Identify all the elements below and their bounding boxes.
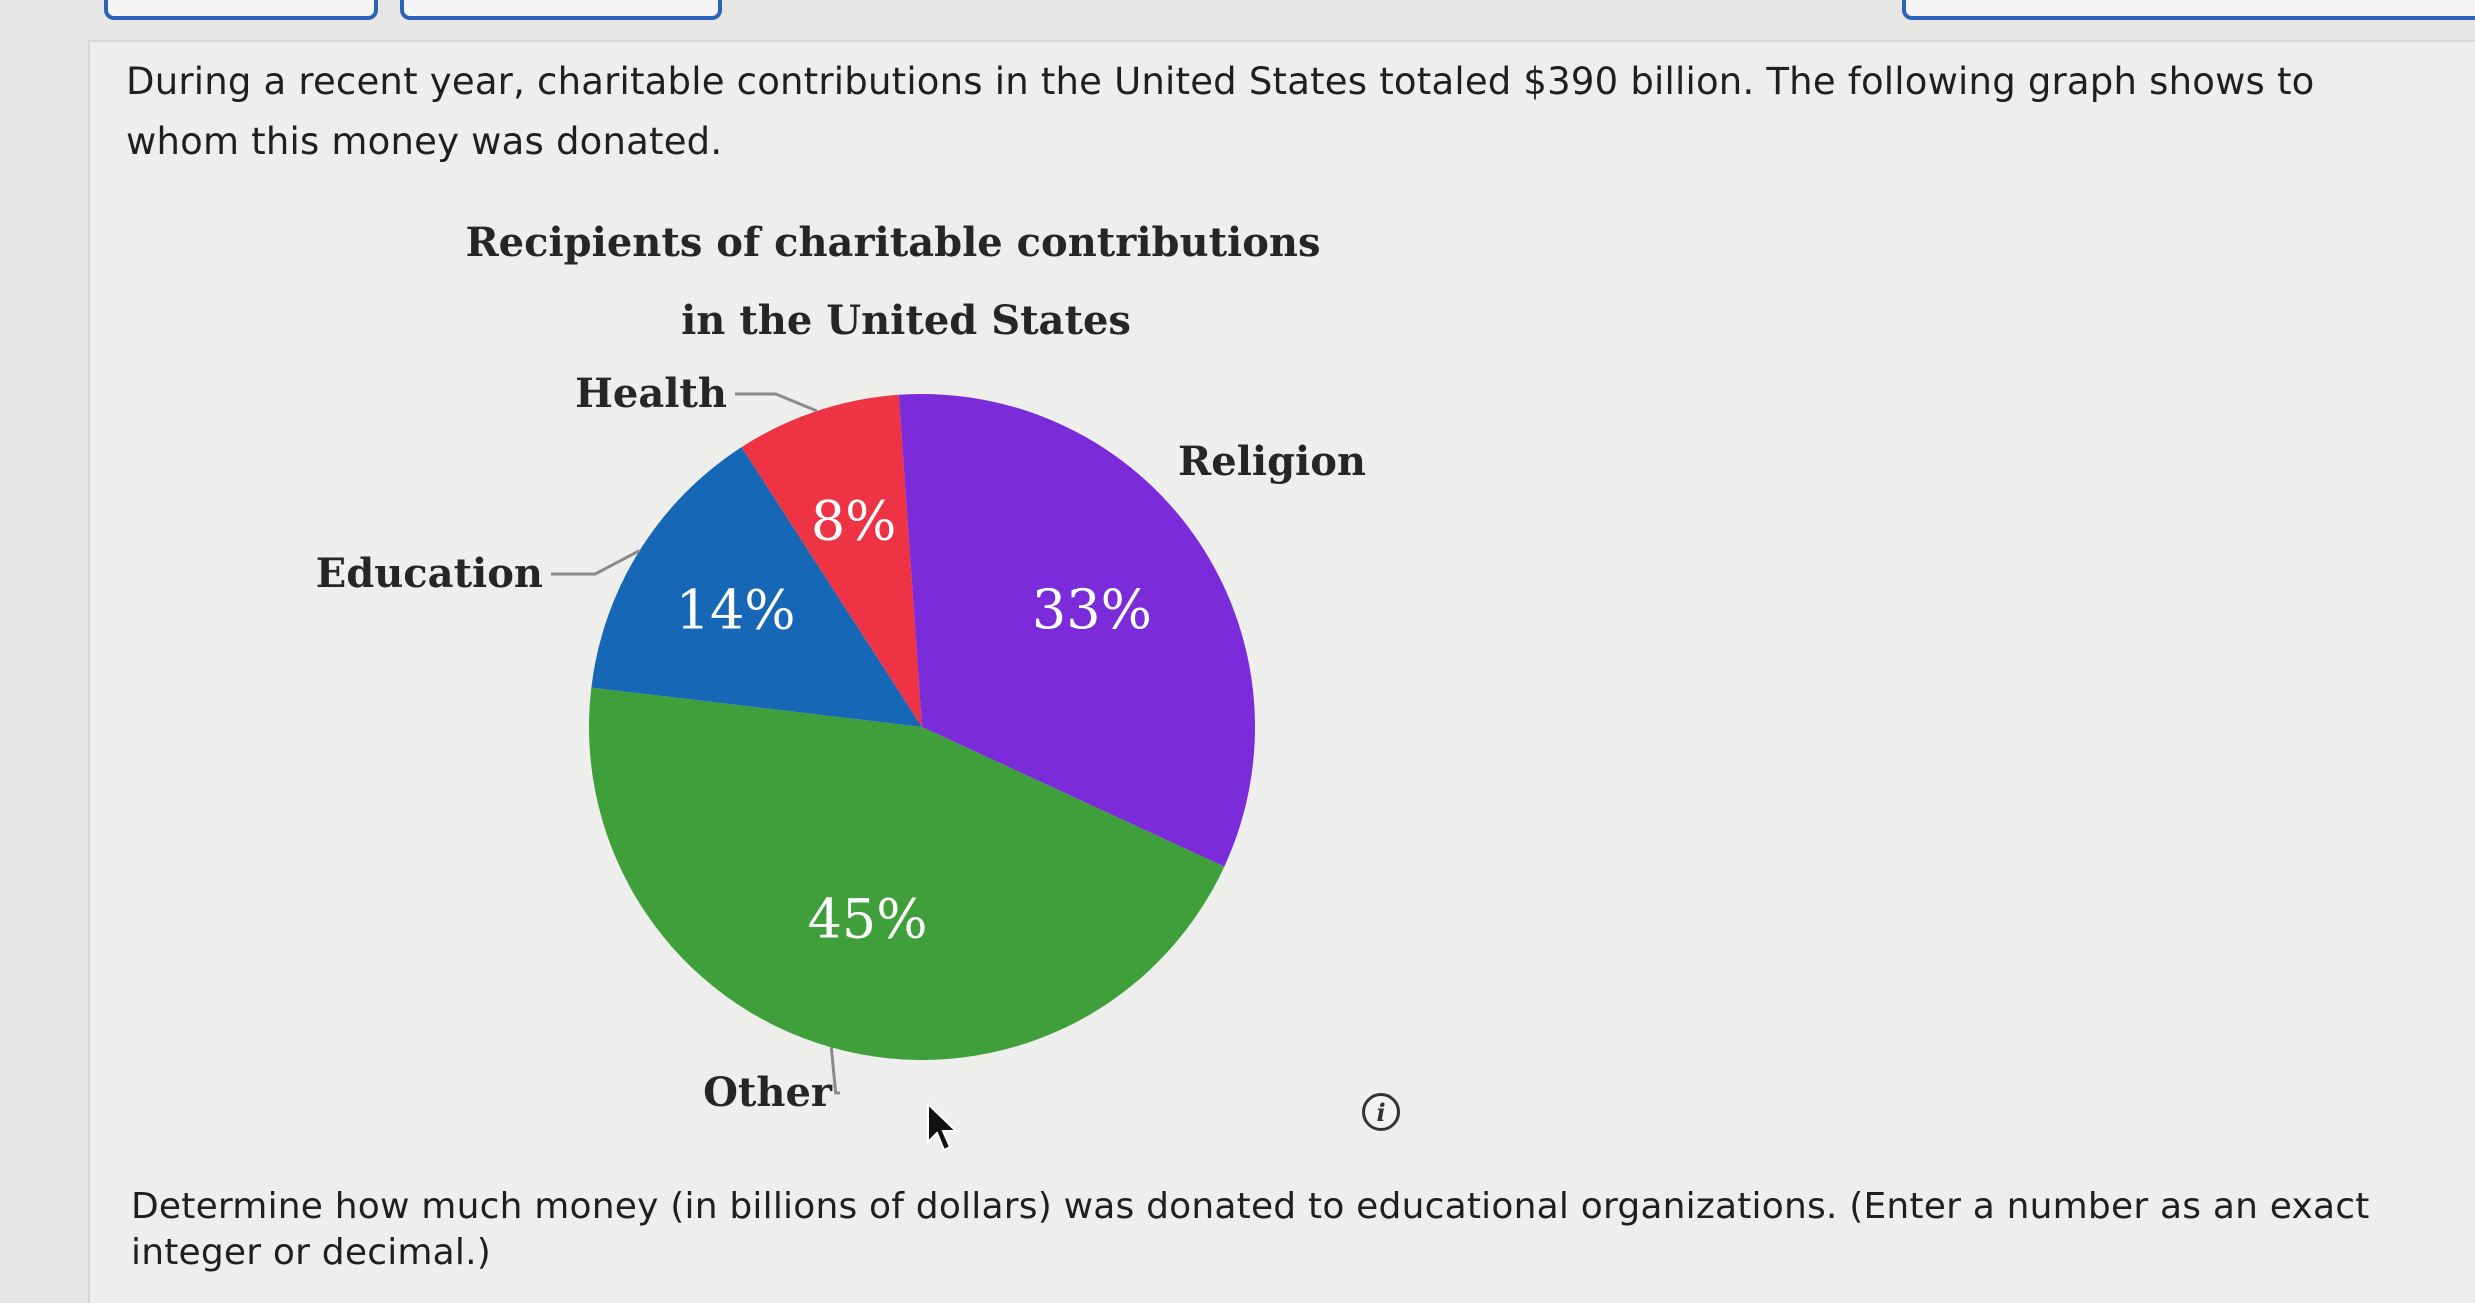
- top-tab-1[interactable]: [104, 0, 378, 20]
- top-tab-2[interactable]: [400, 0, 722, 20]
- pie-slice-other: [589, 687, 1225, 1061]
- pie-slice-education: [591, 447, 922, 727]
- question-panel: [88, 40, 2475, 1303]
- chart-title-line-2: in the United States: [681, 297, 1131, 344]
- info-icon[interactable]: i: [1362, 1093, 1400, 1131]
- slice-name-label-education: Education: [316, 550, 543, 597]
- pie-slice-religion: [898, 393, 1255, 867]
- slice-name-label-religion: Religion: [1178, 438, 1366, 485]
- leader-line-education: [551, 549, 641, 576]
- slice-percent-label-other: 45%: [808, 887, 928, 950]
- question-intro: During a recent year, charitable contrib…: [126, 60, 2315, 163]
- slice-percent-label-health: 8%: [811, 490, 897, 553]
- chart-title-line-1: Recipients of charitable contributions: [465, 219, 1320, 266]
- slice-percent-label-education: 14%: [676, 579, 796, 642]
- top-tab-3[interactable]: [1902, 0, 2475, 20]
- leader-line-health: [735, 392, 818, 413]
- leader-line-other: [829, 1047, 840, 1095]
- question-prompt: Determine how much money (in billions of…: [131, 1186, 2370, 1273]
- slice-name-label-health: Health: [575, 370, 727, 417]
- slice-name-label-other: Other: [703, 1069, 833, 1116]
- slice-percent-label-religion: 33%: [1032, 578, 1152, 641]
- pie-slice-health: [741, 394, 922, 727]
- mouse-pointer-icon: [927, 1102, 959, 1152]
